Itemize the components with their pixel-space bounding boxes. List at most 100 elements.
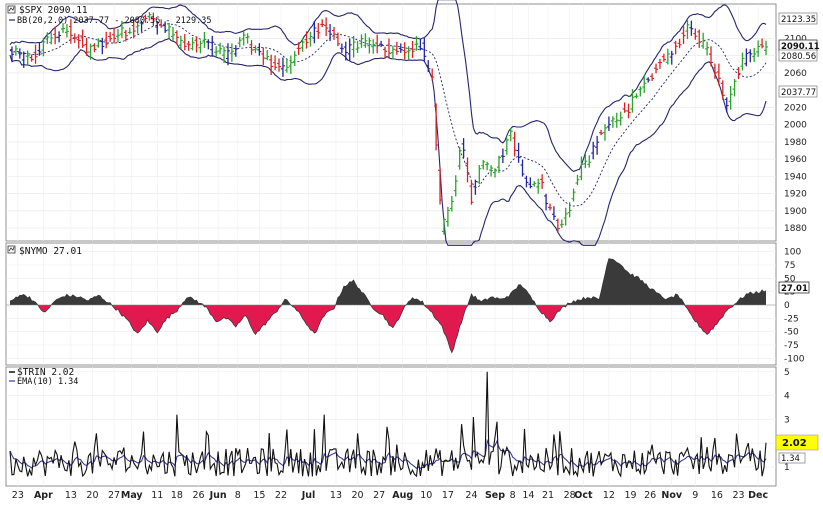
price-bar — [88, 43, 93, 60]
price-bar — [257, 43, 262, 56]
price-tick-label: 1880 — [784, 224, 807, 234]
x-axis-labels: 23 Apr 13 20 27 May 11 18 26 Jun 8 15 22 Jul 13 20 27 Aug… — [12, 490, 768, 501]
price-bar — [394, 41, 399, 55]
trin-last-tag-text: 2.02 — [782, 438, 807, 449]
x-tick-label: Oct — [574, 490, 593, 501]
price-bar — [724, 97, 729, 113]
price-bar — [233, 45, 238, 57]
price-bar — [465, 157, 470, 183]
price-bar — [265, 49, 270, 61]
price-bar — [716, 63, 721, 86]
price-bar — [277, 58, 282, 72]
price-bar — [135, 20, 140, 34]
price-bar — [186, 40, 191, 51]
price-bar — [214, 46, 219, 57]
price-bar — [693, 28, 698, 40]
nymo-line — [9, 258, 767, 354]
price-bar — [61, 23, 66, 33]
price-bar — [661, 53, 666, 62]
price-bar — [292, 51, 297, 66]
bb-lower-tag-text: 2037.77 — [781, 88, 816, 98]
price-bar — [720, 80, 725, 100]
price-bar — [210, 35, 215, 57]
price-bar — [371, 39, 376, 54]
price-bar — [21, 51, 26, 68]
x-tick-label: 23 — [732, 490, 744, 501]
price-bar — [84, 37, 89, 56]
price-bar — [25, 50, 30, 65]
price-bar — [347, 38, 352, 62]
nymo-tick-label: 50 — [784, 274, 796, 284]
price-bar — [712, 63, 717, 79]
bb-upper-tag-text: 2123.35 — [781, 15, 816, 25]
price-bar — [178, 35, 183, 50]
x-tick-label: 9 — [692, 490, 698, 501]
price-bar — [375, 34, 380, 54]
price-bar — [245, 33, 250, 44]
trin-ema-line — [9, 438, 767, 470]
price-bar — [441, 217, 446, 235]
x-tick-label: 20 — [86, 490, 98, 501]
price-bar — [410, 40, 415, 58]
x-tick-label: 22 — [275, 490, 287, 501]
price-bar — [280, 57, 285, 77]
price-bar — [17, 48, 22, 59]
price-bars — [9, 12, 768, 235]
price-bar — [673, 40, 678, 55]
price-bar — [155, 21, 160, 35]
nymo-tick-label: -50 — [784, 328, 799, 338]
price-bar — [300, 38, 305, 52]
price-bar — [606, 116, 611, 131]
price-bar — [650, 73, 655, 81]
price-bar — [489, 165, 494, 177]
price-bar — [638, 86, 643, 97]
price-bar — [390, 45, 395, 60]
price-bar — [571, 188, 576, 202]
nymo-last-tag — [778, 281, 810, 294]
price-bar — [705, 41, 710, 56]
nymo-tick-label: -25 — [784, 314, 799, 324]
price-bar — [697, 29, 702, 48]
x-tick-label: 28 — [564, 490, 576, 501]
price-bar — [312, 21, 317, 44]
price-bar — [587, 155, 592, 168]
price-bar — [225, 43, 230, 66]
trin-tick-label: 3 — [784, 415, 790, 425]
price-bar — [398, 43, 403, 53]
price-tick-label: 1980 — [784, 138, 807, 148]
price-bar — [622, 102, 627, 113]
price-bar — [610, 116, 615, 128]
price-bar — [614, 112, 619, 128]
price-bar — [119, 20, 124, 39]
price-bar — [493, 168, 498, 178]
price-bar — [626, 103, 631, 119]
price-bar — [355, 40, 360, 54]
price-bar — [575, 174, 580, 186]
price-bar — [249, 40, 254, 55]
x-tick-label: 27 — [108, 490, 120, 501]
nymo-legend: $NYMO 27.01 — [7, 245, 82, 257]
price-bar — [646, 77, 651, 83]
x-tick-label: Nov — [661, 490, 682, 501]
price-bar — [524, 175, 529, 188]
price-tick-label: 1960 — [784, 155, 807, 165]
price-bar — [457, 146, 462, 170]
x-tick-label: 17 — [442, 490, 454, 501]
price-bar — [320, 19, 325, 28]
price-bar — [343, 41, 348, 61]
bb-mid-tag-text: 2080.56 — [781, 52, 816, 62]
last-value-tags: 2123.35 2090.11 2080.56 2037.77 27.01 2.… — [775, 12, 820, 464]
price-bar — [709, 46, 714, 67]
price-bar — [163, 21, 168, 33]
price-bar — [80, 29, 85, 48]
price-bar — [422, 38, 427, 62]
price-tick-label: 2020 — [784, 103, 807, 113]
x-tick-label: Aug — [392, 490, 413, 501]
price-bar — [92, 43, 97, 53]
price-bar — [174, 30, 179, 45]
price-bar — [642, 75, 647, 93]
price-bar — [764, 40, 768, 56]
ema-last-tag-text: 1.34 — [781, 454, 800, 464]
x-tick-label: 15 — [253, 490, 265, 501]
price-bar — [100, 37, 105, 55]
